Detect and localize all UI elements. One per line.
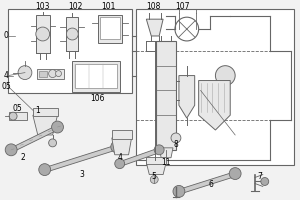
- Polygon shape: [45, 145, 117, 173]
- Bar: [39, 71, 47, 77]
- Bar: [37, 69, 64, 79]
- Polygon shape: [179, 172, 235, 194]
- Text: 11: 11: [161, 158, 171, 167]
- Polygon shape: [112, 138, 131, 155]
- Circle shape: [36, 27, 50, 41]
- Text: 103: 103: [35, 2, 50, 11]
- Text: 4: 4: [117, 153, 122, 162]
- Circle shape: [5, 144, 17, 156]
- Bar: [146, 157, 166, 164]
- Bar: [112, 130, 131, 139]
- Circle shape: [56, 71, 62, 77]
- Circle shape: [150, 176, 158, 183]
- Text: 2: 2: [21, 153, 26, 162]
- Bar: [9, 112, 27, 120]
- Circle shape: [154, 145, 164, 155]
- Bar: [156, 41, 176, 150]
- Polygon shape: [33, 115, 58, 135]
- Bar: [100, 17, 120, 39]
- Polygon shape: [179, 76, 195, 118]
- Text: 102: 102: [68, 2, 83, 11]
- Polygon shape: [199, 81, 230, 130]
- Bar: [136, 9, 294, 165]
- Bar: [72, 61, 120, 92]
- Circle shape: [49, 139, 56, 147]
- Polygon shape: [146, 163, 166, 175]
- Circle shape: [9, 112, 17, 120]
- Text: 106: 106: [90, 94, 104, 103]
- Circle shape: [175, 17, 199, 41]
- Polygon shape: [11, 125, 58, 153]
- Circle shape: [49, 70, 56, 78]
- Text: 7: 7: [257, 172, 262, 181]
- Text: 4: 4: [4, 71, 9, 80]
- Text: 05: 05: [1, 82, 11, 91]
- Bar: [8, 9, 131, 93]
- Text: 0: 0: [4, 31, 9, 40]
- Text: 107: 107: [176, 2, 190, 11]
- Circle shape: [18, 66, 32, 80]
- Polygon shape: [159, 148, 173, 158]
- Circle shape: [173, 185, 185, 197]
- Circle shape: [261, 178, 269, 185]
- Bar: [33, 108, 58, 116]
- Bar: [98, 15, 122, 43]
- Text: 5: 5: [152, 172, 157, 181]
- Circle shape: [52, 121, 63, 133]
- Circle shape: [39, 164, 51, 176]
- Polygon shape: [120, 148, 159, 167]
- Text: 101: 101: [102, 2, 116, 11]
- Bar: [36, 15, 50, 53]
- Text: 108: 108: [146, 2, 160, 11]
- Circle shape: [215, 66, 235, 85]
- Text: 6: 6: [208, 180, 213, 189]
- Bar: [66, 17, 78, 51]
- Text: 05: 05: [12, 104, 22, 113]
- Bar: [75, 64, 117, 88]
- Circle shape: [66, 28, 78, 40]
- Text: 8: 8: [174, 140, 178, 149]
- Circle shape: [229, 168, 241, 180]
- Circle shape: [171, 133, 181, 143]
- Circle shape: [115, 159, 124, 169]
- Text: 3: 3: [80, 170, 85, 179]
- Circle shape: [111, 141, 123, 153]
- Text: 1: 1: [35, 106, 40, 115]
- Polygon shape: [146, 19, 163, 36]
